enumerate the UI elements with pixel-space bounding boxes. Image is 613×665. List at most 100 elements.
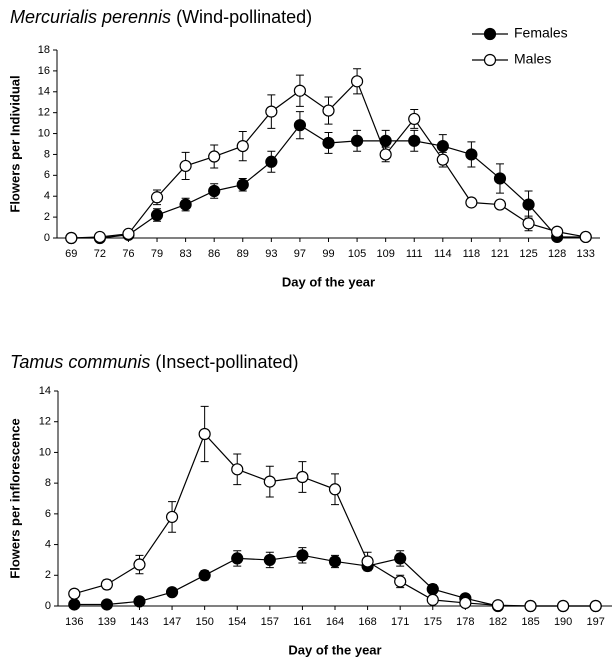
x-tick-label: 83 — [179, 248, 191, 260]
data-point — [394, 575, 407, 588]
y-tick-label: 2 — [45, 569, 51, 581]
data-point — [524, 599, 537, 613]
x-tick-label: 125 — [519, 248, 537, 260]
x-tick-label: 109 — [376, 248, 394, 260]
y-axis-label: Flowers per inflorescence — [7, 418, 22, 578]
x-tick-label: 136 — [65, 616, 83, 628]
data-point — [263, 475, 276, 488]
data-point — [436, 139, 449, 153]
y-axis-label: Flowers per Individual — [7, 75, 22, 212]
data-point — [379, 134, 392, 147]
data-point — [328, 555, 342, 568]
data-point — [236, 178, 249, 191]
data-point — [198, 569, 211, 582]
y-tick-label: 6 — [44, 169, 50, 181]
data-point — [133, 558, 146, 571]
data-point — [150, 208, 164, 222]
data-point — [589, 599, 602, 613]
data-point — [265, 155, 278, 168]
data-point — [459, 596, 472, 610]
data-point — [493, 198, 507, 211]
data-point — [150, 191, 164, 204]
data-point — [426, 593, 439, 606]
x-tick-label: 69 — [65, 248, 77, 260]
x-tick-label: 72 — [94, 248, 106, 260]
x-tick-label: 168 — [358, 616, 376, 628]
data-point — [394, 552, 407, 565]
data-point — [522, 198, 535, 211]
y-tick-label: 18 — [38, 44, 50, 56]
x-axis-label: Day of the year — [282, 274, 375, 289]
data-point — [328, 483, 342, 496]
data-point — [557, 599, 570, 613]
data-point — [293, 84, 307, 97]
y-tick-label: 12 — [39, 416, 51, 428]
data-point — [350, 134, 364, 147]
data-point — [165, 586, 179, 599]
data-point — [231, 463, 244, 476]
data-point — [236, 139, 249, 153]
data-point — [491, 599, 505, 612]
data-point — [265, 105, 278, 118]
data-point — [293, 119, 307, 132]
y-tick-label: 10 — [39, 446, 51, 458]
data-point — [493, 172, 507, 185]
y-tick-label: 10 — [38, 127, 50, 139]
x-tick-label: 105 — [348, 248, 366, 260]
y-tick-label: 0 — [44, 232, 50, 244]
data-point — [436, 153, 449, 166]
x-tick-label: 79 — [151, 248, 163, 260]
x-tick-label: 97 — [294, 248, 306, 260]
title-species: Tamus communis — [10, 352, 150, 372]
x-tick-label: 150 — [195, 616, 213, 628]
data-point — [408, 134, 421, 147]
x-tick-label: 154 — [228, 616, 246, 628]
x-tick-label: 164 — [326, 616, 344, 628]
data-point — [296, 470, 309, 484]
data-point — [65, 231, 78, 245]
y-tick-label: 14 — [39, 385, 51, 397]
legend-marker — [483, 27, 497, 41]
data-point — [465, 196, 478, 209]
x-tick-label: 139 — [98, 616, 116, 628]
chart-title: Mercurialis perennis (Wind-pollinated) — [10, 7, 312, 27]
x-tick-label: 178 — [456, 616, 474, 628]
y-tick-label: 6 — [45, 508, 51, 520]
data-point — [361, 555, 374, 568]
data-point — [100, 598, 113, 611]
x-tick-label: 128 — [548, 248, 566, 260]
data-point — [93, 230, 106, 244]
y-tick-label: 12 — [38, 107, 50, 119]
data-point — [179, 198, 192, 211]
x-tick-label: 86 — [208, 248, 220, 260]
data-point — [379, 148, 392, 161]
data-point — [426, 583, 439, 596]
x-tick-label: 99 — [322, 248, 334, 260]
title-species: Mercurialis perennis — [10, 7, 171, 27]
legend-label: Females — [514, 25, 568, 41]
series-line — [74, 432, 596, 607]
x-tick-label: 161 — [293, 616, 311, 628]
data-point — [133, 595, 146, 608]
x-tick-label: 185 — [521, 616, 539, 628]
y-tick-label: 8 — [44, 148, 50, 160]
x-tick-label: 111 — [406, 248, 423, 260]
x-tick-label: 118 — [463, 248, 481, 260]
data-point — [68, 587, 81, 600]
x-tick-label: 157 — [261, 616, 279, 628]
x-tick-label: 175 — [424, 616, 442, 628]
x-tick-label: 133 — [577, 248, 595, 260]
x-tick-label: 147 — [163, 616, 181, 628]
x-tick-label: 143 — [130, 616, 148, 628]
y-tick-label: 4 — [44, 190, 50, 202]
x-tick-label: 114 — [434, 248, 452, 260]
data-point — [208, 184, 221, 198]
legend-label: Males — [514, 51, 551, 67]
data-point — [522, 217, 535, 230]
x-axis-label: Day of the year — [288, 642, 381, 657]
y-tick-label: 4 — [45, 538, 51, 550]
legend-marker — [483, 53, 497, 67]
data-point — [179, 159, 192, 173]
title-note: (Insect-pollinated) — [155, 352, 298, 372]
